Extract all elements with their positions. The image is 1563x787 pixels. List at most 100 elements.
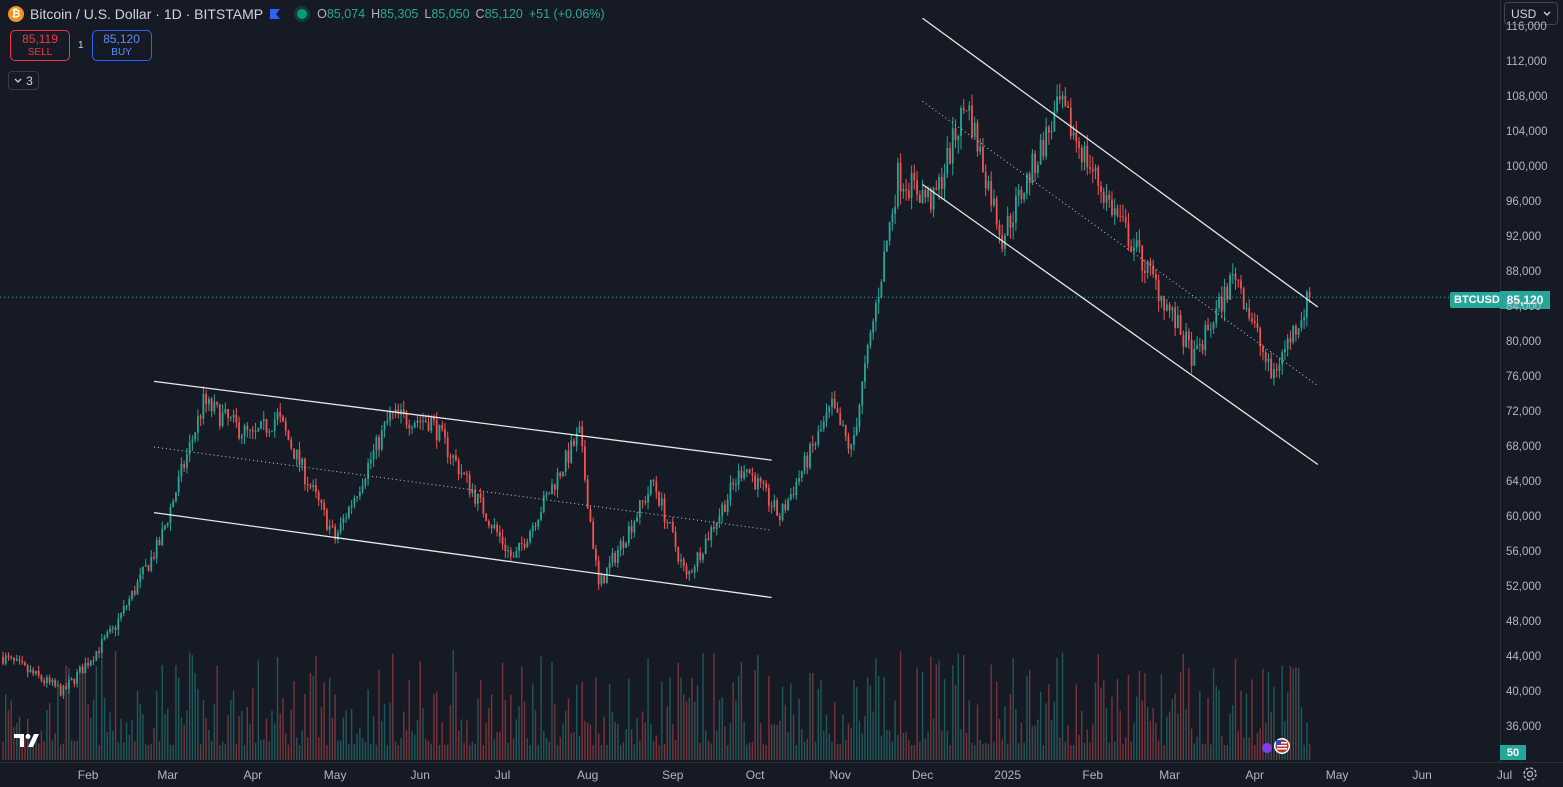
volume-bar xyxy=(1286,692,1289,760)
candle-body xyxy=(405,412,408,425)
volume-bar xyxy=(1135,696,1138,760)
volume-bar xyxy=(1199,691,1201,760)
price-tick-label: 56,000 xyxy=(1506,546,1542,558)
volume-bar xyxy=(1157,740,1160,760)
chart-pane[interactable] xyxy=(0,0,1500,762)
candle-body xyxy=(685,566,688,575)
volume-bar xyxy=(40,730,43,760)
volume-bar xyxy=(545,737,548,760)
volume-bar xyxy=(474,743,476,760)
candle-body xyxy=(1198,344,1201,346)
volume-bar xyxy=(153,728,155,760)
time-scale[interactable]: Feb Mar Apr May Jun Jul Aug Sep Oct Nov Dec 2025 Feb… xyxy=(0,762,1563,787)
candle-body xyxy=(625,543,628,548)
candle-body xyxy=(556,472,559,490)
volume-bar xyxy=(1081,710,1083,760)
volume-bar xyxy=(389,702,391,760)
volume-bar xyxy=(927,732,929,760)
candle-body xyxy=(153,556,155,559)
volume-bar xyxy=(548,741,550,760)
candle-body xyxy=(649,479,652,495)
volume-bar xyxy=(768,676,770,760)
indicators-collapse-button[interactable]: 3 xyxy=(8,71,39,90)
volume-bar xyxy=(92,699,95,760)
volume-bar xyxy=(304,693,306,760)
sell-button[interactable]: 85,119 SELL xyxy=(10,30,70,61)
candle-body xyxy=(858,405,861,427)
candle-body xyxy=(883,251,886,282)
candle-body xyxy=(575,433,578,446)
candle-body xyxy=(295,449,298,460)
volume-bar xyxy=(608,683,611,760)
volume-bar xyxy=(1226,744,1228,760)
candle-body xyxy=(913,173,916,181)
candle-body xyxy=(328,525,331,530)
candle-body xyxy=(553,484,556,490)
candle-body xyxy=(603,575,606,584)
volume-bar xyxy=(919,741,921,760)
candle-body xyxy=(597,560,600,585)
price-tick-label: 108,000 xyxy=(1506,91,1548,103)
volume-bar xyxy=(960,729,962,760)
volume-bar xyxy=(326,744,328,760)
volume-bar xyxy=(696,685,699,760)
candle-body xyxy=(389,411,391,421)
volume-bar xyxy=(886,730,888,760)
volume-bar xyxy=(831,741,833,760)
volume-bar xyxy=(597,733,600,760)
currency-select[interactable]: USD xyxy=(1504,2,1558,25)
volume-bar xyxy=(551,662,553,760)
candle-body xyxy=(756,478,759,490)
volume-bar xyxy=(197,688,199,760)
channel-lower-line xyxy=(922,183,1319,466)
candle-body xyxy=(452,455,455,458)
settings-gear-icon[interactable] xyxy=(1521,765,1539,783)
candlestick-chart[interactable] xyxy=(0,0,1500,762)
candle-body xyxy=(125,605,128,607)
candle-body xyxy=(364,479,367,486)
candle-body xyxy=(748,469,751,474)
volume-bar xyxy=(317,737,320,760)
volume-bar xyxy=(606,744,608,760)
candle-body xyxy=(924,189,927,198)
sell-label: SELL xyxy=(27,46,53,58)
volume-bar xyxy=(51,740,54,760)
candle-body xyxy=(1036,164,1039,174)
volume-bar xyxy=(515,719,518,760)
bitcoin-logo-icon[interactable]: ₿ xyxy=(8,6,24,22)
candle-body xyxy=(641,500,644,502)
candle-body xyxy=(350,505,353,507)
flag-icon[interactable] xyxy=(269,8,281,20)
volume-bar xyxy=(1050,720,1053,760)
volume-bar xyxy=(1059,737,1061,760)
volume-bar xyxy=(7,709,10,760)
candle-body xyxy=(1204,324,1207,351)
price-scale[interactable] xyxy=(1500,0,1563,762)
volume-bar xyxy=(611,711,614,760)
candle-body xyxy=(309,485,312,488)
candle-body xyxy=(378,437,380,450)
volume-bar xyxy=(982,744,984,760)
symbol-title[interactable]: Bitcoin / U.S. Dollar · 1D · BITSTAMP xyxy=(30,6,264,22)
candle-body xyxy=(578,426,581,434)
tradingview-logo-icon[interactable] xyxy=(14,732,44,748)
volume-bar xyxy=(845,739,847,760)
candle-body xyxy=(976,122,979,152)
volume-bar xyxy=(446,744,449,760)
volume-bar xyxy=(468,744,471,760)
candle-body xyxy=(669,522,671,524)
candle-body xyxy=(1089,167,1091,170)
candle-body xyxy=(800,470,803,478)
volume-bar xyxy=(70,740,73,760)
economic-events-icon[interactable] xyxy=(1258,736,1292,756)
volume-bar xyxy=(974,744,976,760)
volume-bar xyxy=(586,722,589,760)
candle-body xyxy=(1262,346,1264,353)
candle-body xyxy=(1231,274,1234,276)
candle-body xyxy=(1039,139,1042,165)
candle-body xyxy=(946,148,949,174)
candle-body xyxy=(1185,331,1187,347)
candle-body xyxy=(573,440,575,446)
volume-bar xyxy=(748,742,751,760)
buy-button[interactable]: 85,120 BUY xyxy=(91,30,152,61)
